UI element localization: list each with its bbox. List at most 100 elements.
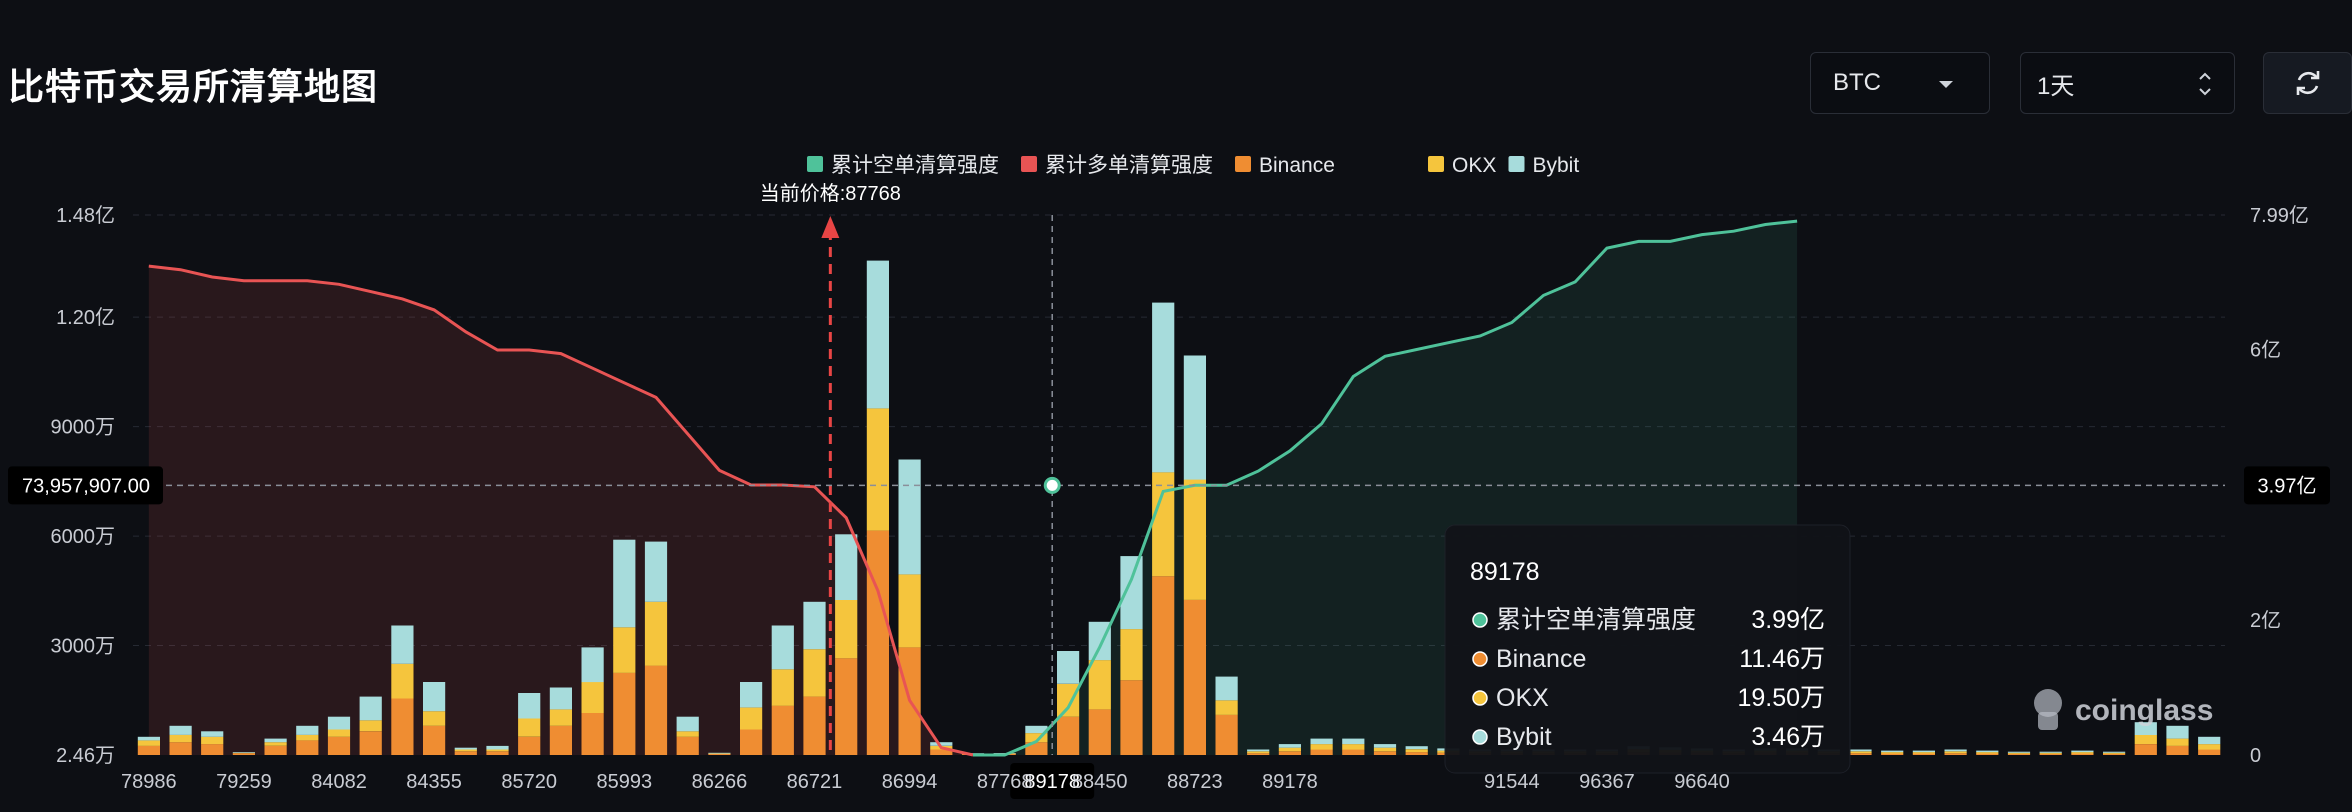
short-cum-line [973, 219, 1798, 757]
x-tick-label: 86721 [787, 771, 843, 793]
bar-okx [423, 711, 446, 726]
tooltip-dot-short_cum [1472, 612, 1488, 628]
x-tick-label: 85720 [501, 771, 557, 793]
bar-okx [581, 682, 604, 713]
bar-bybit [264, 738, 287, 743]
bar-binance [1310, 749, 1333, 755]
bar-okx [2103, 752, 2126, 754]
bar-binance [486, 751, 509, 755]
refresh-button[interactable] [2263, 52, 2352, 114]
bar-binance [803, 696, 826, 755]
bar-okx [1025, 733, 1048, 743]
bar-bybit [803, 601, 826, 650]
bar-binance [1342, 749, 1365, 755]
bar-binance [866, 530, 889, 755]
bar-binance [1881, 753, 1904, 755]
bar-okx [1120, 629, 1143, 681]
tooltip-row-name: OKX [1496, 684, 1549, 712]
bar-binance [1944, 753, 1967, 755]
arrow-up-icon [821, 216, 840, 238]
bar-bybit [169, 725, 192, 735]
bar-binance [676, 736, 699, 755]
coinglass-logo-body [2038, 712, 2058, 730]
bar-bybit [930, 742, 953, 746]
bar-bybit [1152, 302, 1175, 473]
tooltip-box [1444, 524, 1851, 774]
bar-bybit [2134, 722, 2157, 735]
bar-bybit [613, 539, 636, 628]
bar-okx [1088, 660, 1111, 710]
bar-okx [1247, 751, 1270, 754]
bar-binance [264, 745, 287, 755]
bar-binance [2007, 753, 2031, 755]
bar-okx [2166, 738, 2189, 746]
tooltip-dot-binance [1472, 651, 1488, 667]
bar-okx [835, 599, 858, 659]
bar-bybit [518, 693, 541, 719]
bar-okx [2134, 734, 2157, 744]
bar-bybit [2039, 751, 2062, 753]
bar-okx [454, 749, 477, 752]
x-tick-label: 86266 [692, 771, 748, 793]
current-price-label: 当前价格:87768 [760, 182, 901, 205]
bar-bybit [835, 534, 858, 600]
refresh-icon [2296, 71, 2319, 95]
axes: 2.46万 3000万 6000万 9000万 1.20亿 1.48亿 0 2亿 6亿 7.99亿… [51, 204, 2309, 793]
bar-bybit [1215, 676, 1238, 701]
watermark: coinglass [2034, 689, 2213, 730]
bar-bybit [708, 752, 731, 754]
bar-binance [771, 705, 794, 755]
bar-okx [1373, 747, 1397, 752]
bar-bybit [232, 752, 255, 753]
bar-okx [2007, 752, 2031, 754]
bar-binance [613, 672, 636, 755]
bar-binance [201, 744, 224, 755]
bar-okx [740, 707, 763, 730]
watermark-text: coinglass [2075, 694, 2213, 727]
bar-binance [2166, 745, 2189, 755]
updown-icon [2199, 72, 2211, 96]
coin-select[interactable]: BTC [1810, 52, 1990, 114]
x-tick-label: 85993 [596, 771, 652, 793]
bar-bybit [676, 716, 699, 732]
bar-okx [296, 734, 319, 741]
bar-binance [1215, 714, 1238, 755]
bar-binance [2198, 749, 2221, 755]
bar-okx [1152, 472, 1175, 577]
bar-binance [1057, 716, 1080, 755]
bar-okx [137, 740, 160, 746]
y-right-tick-label: 7.99亿 [2250, 204, 2309, 227]
range-select[interactable]: 1天 [2020, 52, 2235, 114]
x-tick-label: 91544 [1484, 771, 1540, 793]
bar-binance [359, 731, 382, 755]
bar-binance [2071, 753, 2094, 755]
bar-okx [1310, 744, 1333, 750]
bar-bybit [644, 541, 668, 602]
x-tick-label: 89178 [1262, 771, 1318, 793]
bar-bybit [201, 731, 224, 737]
bar-binance [296, 740, 319, 755]
bar-binance [232, 753, 255, 755]
bar-okx [1342, 744, 1365, 750]
current-price-marker: 当前价格:87768 [760, 182, 901, 755]
bar-bybit [1405, 746, 1428, 750]
bar-bybit [2198, 736, 2221, 745]
bar-binance [835, 658, 858, 755]
bar-okx [486, 749, 509, 752]
tooltip-row-name: Bybit [1496, 723, 1552, 751]
bar-bybit [771, 625, 794, 670]
bar-bybit [740, 682, 763, 708]
y-left-tick-label: 3000万 [51, 636, 116, 658]
tooltip-row-value: 11.46万 [1739, 645, 1825, 673]
bar-binance [1088, 709, 1111, 755]
bar-okx [2071, 752, 2094, 754]
legend-swatch-short_cum [807, 156, 823, 172]
bar-binance [930, 749, 953, 755]
tooltip-row-value: 3.46万 [1751, 723, 1825, 751]
bar-okx [264, 742, 287, 746]
bar-okx [1278, 747, 1301, 752]
bar-binance [1120, 680, 1143, 755]
x-tick-label: 78986 [121, 771, 177, 793]
bar-binance [1152, 576, 1175, 755]
